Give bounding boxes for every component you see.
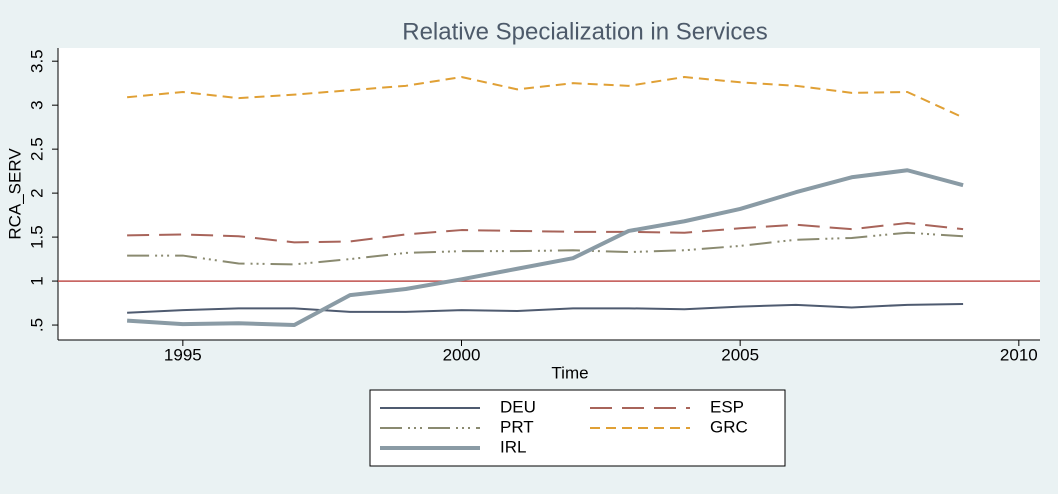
legend-label: DEU [500, 397, 536, 416]
y-tick-label: 3.5 [27, 49, 46, 73]
x-tick-label: 2005 [721, 345, 759, 364]
series-line [127, 302, 964, 314]
series-line [127, 76, 964, 119]
x-tick-label: 2010 [1000, 345, 1038, 364]
y-tick-label: 3 [27, 100, 46, 109]
y-axis-label: RCA_SERV [5, 148, 24, 240]
legend-label: PRT [500, 417, 534, 436]
series-line [127, 222, 964, 244]
chart-title: Relative Specialization in Services [402, 18, 768, 45]
x-tick-label: 2000 [443, 345, 481, 364]
y-tick-label: 2 [27, 188, 46, 197]
legend-label: GRC [710, 417, 748, 436]
legend-label: IRL [500, 437, 526, 456]
x-tick-label: 1995 [164, 345, 202, 364]
y-tick-label: 1.5 [27, 225, 46, 249]
series-line [126, 168, 964, 328]
y-tick-label: 2.5 [27, 137, 46, 161]
legend-label: ESP [710, 397, 744, 416]
y-tick-label: 1 [27, 276, 46, 285]
series-line [127, 231, 964, 266]
plot-area [58, 48, 1040, 340]
x-axis-label: Time [551, 363, 588, 382]
y-tick-label: .5 [27, 318, 46, 332]
